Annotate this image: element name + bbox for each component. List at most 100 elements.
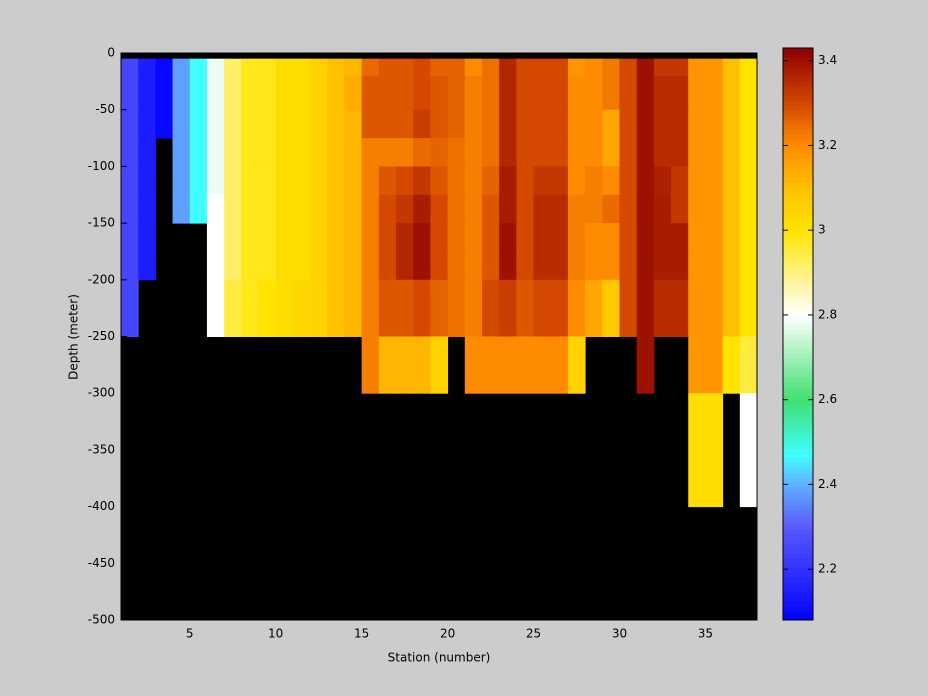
y-tick-label: -350 [88, 442, 115, 456]
colorbar-swatch [783, 95, 813, 101]
heatmap-cell [292, 251, 311, 281]
heatmap-cell [705, 194, 724, 224]
heatmap-cell [636, 336, 655, 394]
heatmap-cell [310, 166, 328, 196]
heatmap-cell [619, 109, 638, 139]
heatmap-cell [481, 336, 500, 394]
colorbar-tick-label: 3.2 [818, 138, 837, 152]
heatmap-cell [224, 194, 242, 224]
colorbar-swatch [783, 405, 813, 411]
heatmap-cell [396, 194, 414, 224]
heatmap-cell [739, 279, 758, 337]
colorbar-swatch [783, 424, 813, 430]
colorbar-swatch [783, 62, 813, 68]
heatmap-cell [344, 166, 363, 196]
heatmap-cell [206, 109, 225, 139]
heatmap-cell [705, 336, 724, 394]
heatmap-cell [567, 223, 586, 252]
colorbar-swatch [783, 281, 813, 287]
colorbar-swatch [783, 334, 813, 340]
colorbar-swatch [783, 596, 813, 602]
heatmap-cell [567, 279, 586, 337]
colorbar-swatch [783, 57, 813, 63]
heatmap-cell [464, 336, 483, 394]
colorbar-swatch [783, 538, 813, 545]
heatmap-cell [464, 279, 483, 337]
colorbar-swatch [783, 152, 813, 159]
heatmap-cell [344, 251, 363, 281]
heatmap-cell [138, 223, 156, 252]
colorbar-swatch [783, 505, 813, 511]
colorbar-swatch [783, 457, 813, 464]
colorbar-swatch [783, 510, 813, 516]
heatmap-cell [138, 251, 156, 281]
heatmap-cell [241, 138, 260, 167]
heatmap-cell [378, 166, 397, 196]
heatmap-cell [499, 194, 517, 224]
heatmap-cell [653, 223, 672, 252]
y-tick-label: -400 [88, 499, 115, 513]
heatmap-cell [378, 58, 397, 77]
heatmap-cell [378, 251, 397, 281]
heatmap-cell [121, 138, 139, 167]
heatmap-cell [550, 194, 569, 224]
heatmap-cell [516, 336, 535, 394]
colorbar-swatch [783, 372, 813, 378]
heatmap-cell [722, 58, 741, 77]
heatmap-cell [447, 251, 466, 281]
heatmap-cell [533, 223, 552, 252]
heatmap-cell [396, 336, 414, 394]
heatmap-cell [567, 194, 586, 224]
heatmap-cell [447, 138, 466, 167]
heatmap-cell [155, 75, 174, 111]
heatmap-cell [361, 279, 380, 337]
heatmap-cell [602, 58, 620, 77]
colorbar-swatch [783, 319, 813, 325]
heatmap-cell [121, 279, 139, 337]
heatmap-cell [688, 138, 706, 167]
heatmap-cell [275, 223, 294, 252]
colorbar-swatch [783, 105, 813, 111]
heatmap-cell [310, 223, 328, 252]
heatmap-cell [378, 223, 397, 252]
colorbar-swatch [783, 300, 813, 306]
heatmap-cell [739, 109, 758, 139]
heatmap-cell [567, 58, 586, 77]
heatmap-cell [533, 279, 552, 337]
heatmap-cell [481, 75, 500, 111]
heatmap-cell [327, 109, 345, 139]
heatmap-cell [224, 251, 242, 281]
heatmap-cell [602, 166, 620, 196]
heatmap-cell [224, 279, 242, 337]
heatmap-cell [447, 75, 466, 111]
heatmap-cell [275, 58, 294, 77]
heatmap-cell [189, 166, 208, 196]
heatmap-cell [550, 58, 569, 77]
heatmap-cell [241, 166, 260, 196]
heatmap-cell [327, 75, 345, 111]
heatmap-cell [636, 279, 655, 337]
heatmap-cell [705, 251, 724, 281]
colorbar-swatch [783, 52, 813, 59]
heatmap-cell [206, 194, 225, 224]
heatmap-cell [275, 75, 294, 111]
heatmap-cell [671, 251, 689, 281]
colorbar-swatch [783, 114, 813, 120]
heatmap-cell [292, 279, 311, 337]
heatmap-cell [533, 194, 552, 224]
heatmap-cell [224, 58, 242, 77]
heatmap-cell [653, 58, 672, 77]
heatmap-cell [653, 138, 672, 167]
heatmap-cell [516, 58, 535, 77]
colorbar-swatch [783, 500, 813, 507]
colorbar-swatch [783, 496, 813, 502]
heatmap-cell [739, 75, 758, 111]
colorbar-swatch [783, 48, 813, 54]
heatmap-cell [550, 166, 569, 196]
heatmap-cell [688, 75, 706, 111]
colorbar-swatch [783, 367, 813, 373]
colorbar-swatch [783, 133, 813, 140]
heatmap-cell [705, 75, 724, 111]
heatmap-cell [138, 194, 156, 224]
heatmap-cell [413, 194, 431, 224]
